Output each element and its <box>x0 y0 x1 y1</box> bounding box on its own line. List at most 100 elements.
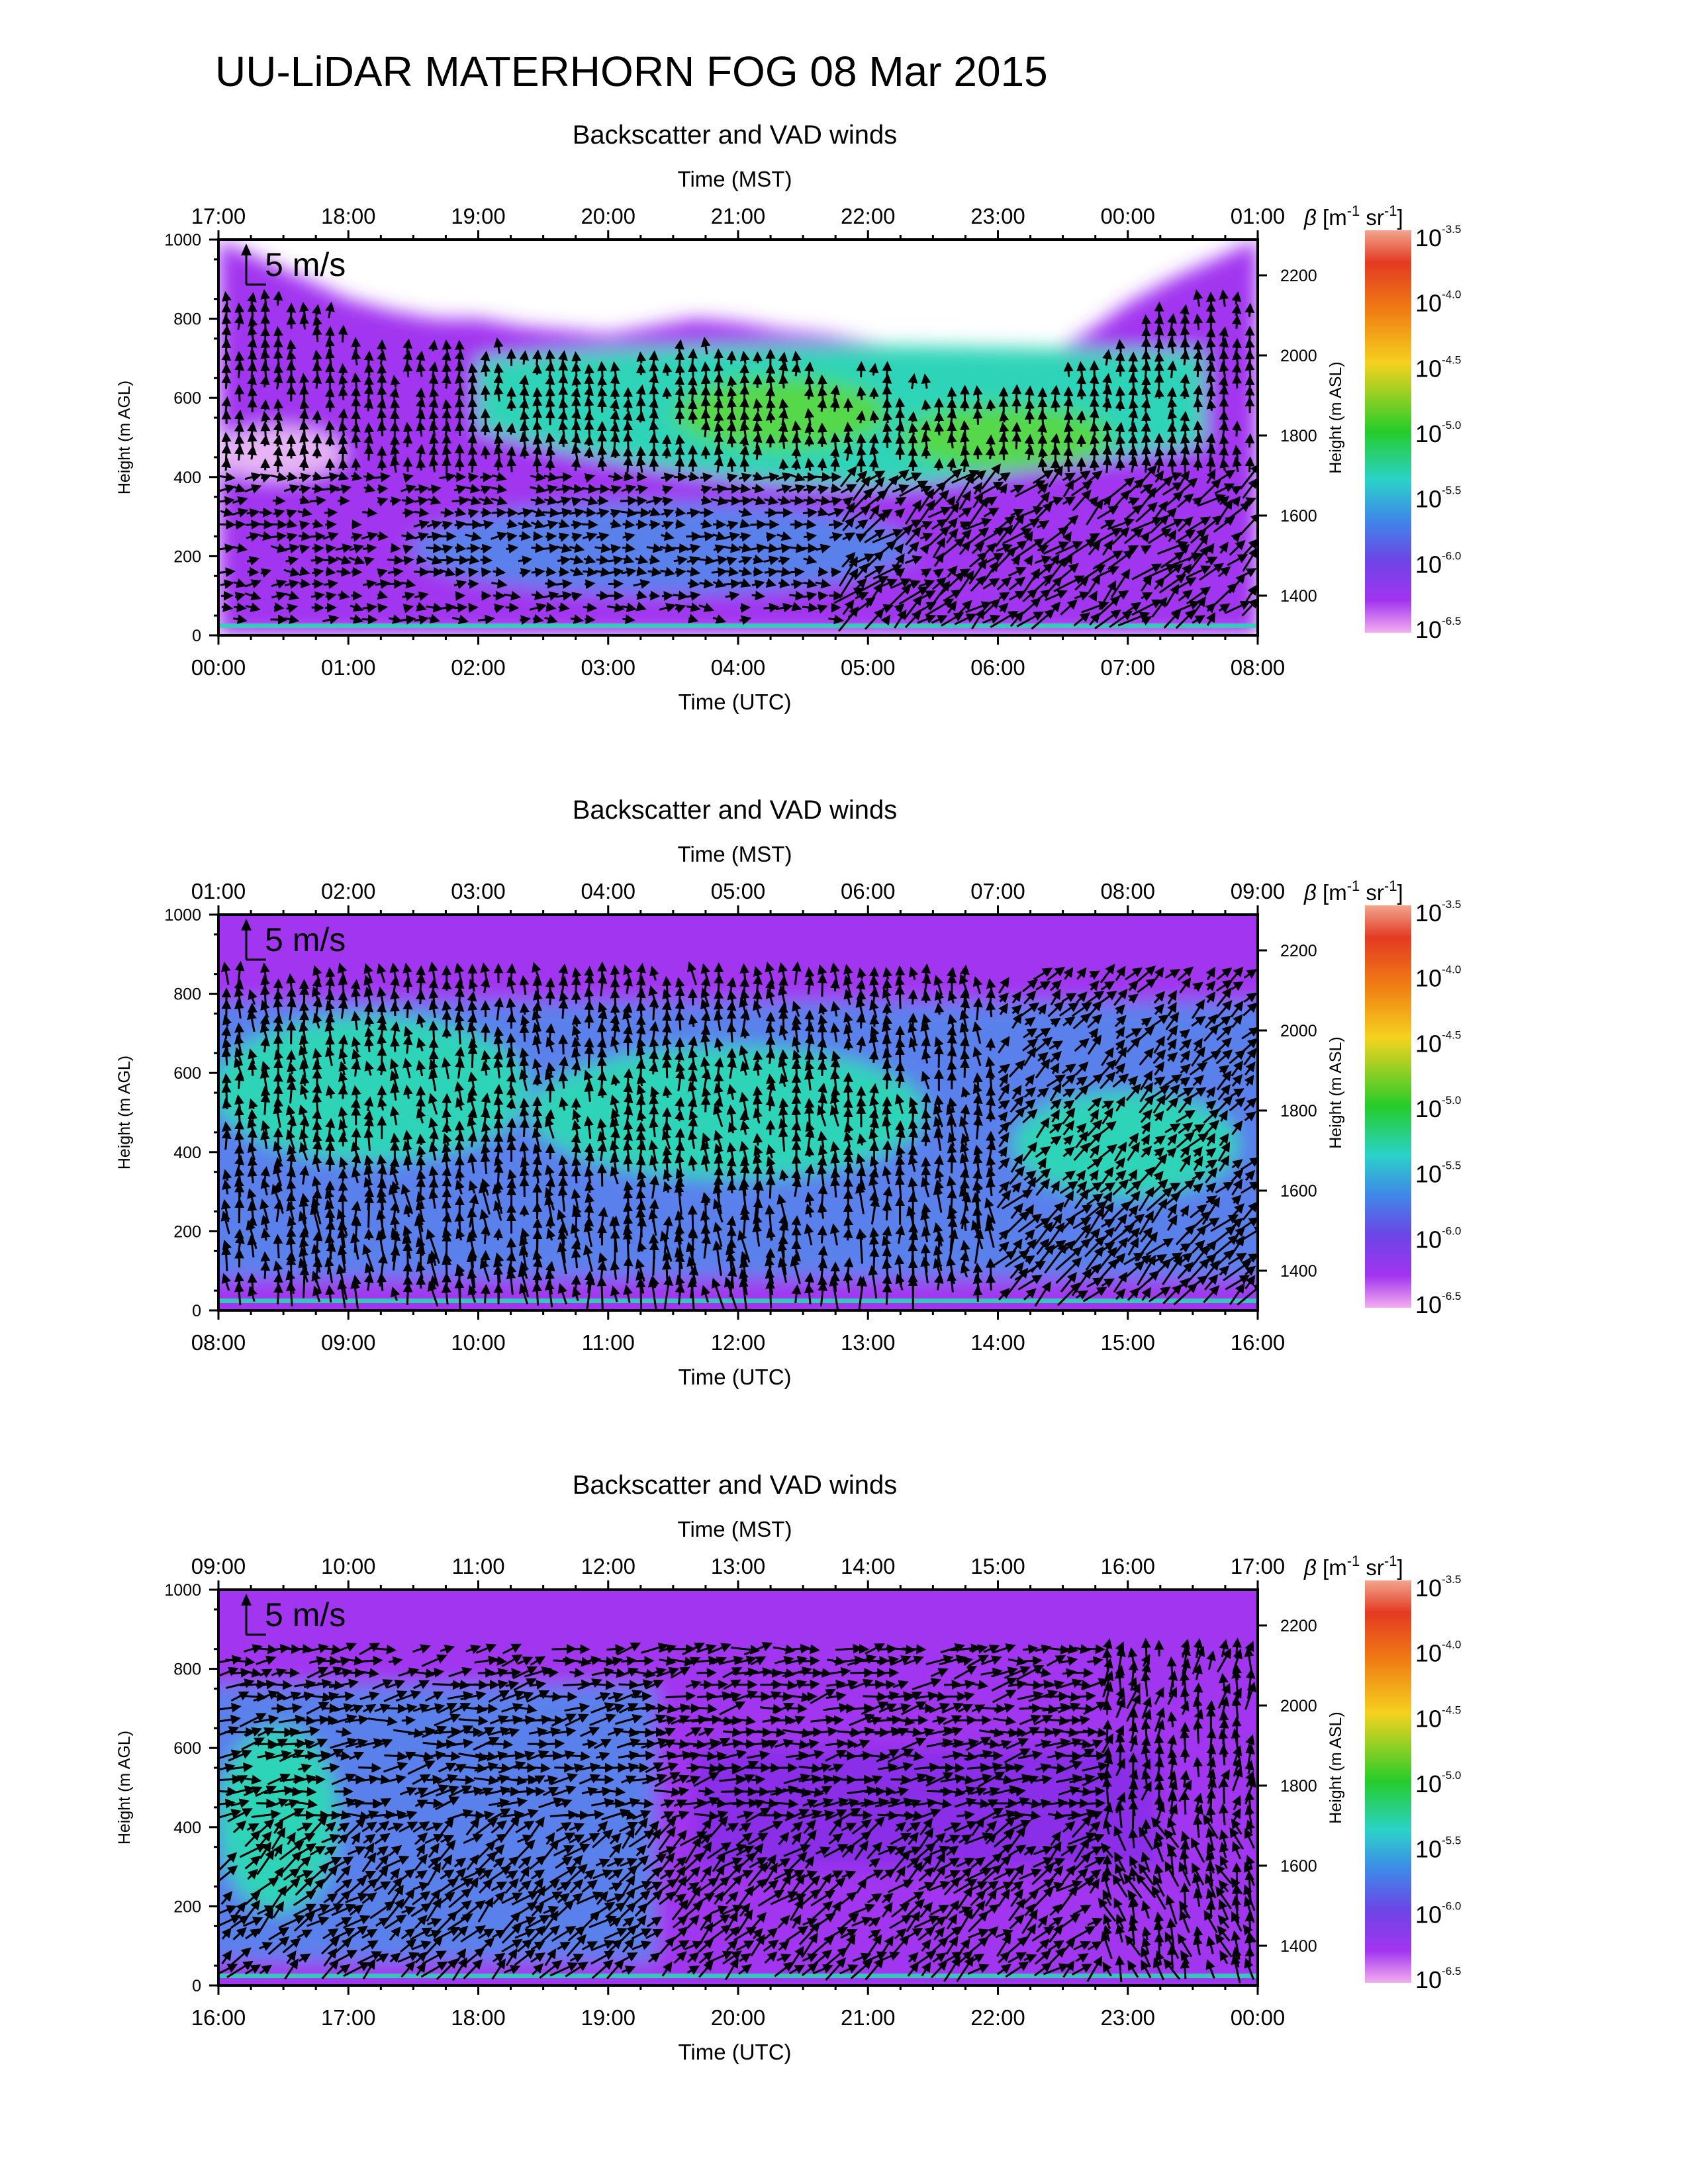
wind-vector <box>426 567 444 577</box>
wind-vector <box>558 532 570 543</box>
x-tick-label: 08:00 <box>191 1330 246 1355</box>
wind-vector <box>377 385 387 401</box>
wind-vector <box>674 1109 684 1122</box>
wind-vector <box>908 445 918 459</box>
colorbar-gradient <box>1365 905 1411 1308</box>
wind-vector <box>310 555 326 566</box>
wind-vector <box>1085 1786 1105 1797</box>
ground-return <box>218 1974 1258 1978</box>
wind-vector <box>299 494 310 505</box>
wind-vector <box>1011 422 1022 435</box>
wind-vector <box>545 457 555 471</box>
wind-vector <box>220 507 234 518</box>
x-tick-label-top: 21:00 <box>711 204 766 228</box>
wind-vector <box>428 420 439 437</box>
x-tick-label-top: 05:00 <box>711 879 766 903</box>
wind-vector <box>429 387 440 400</box>
wind-vector <box>416 1085 426 1098</box>
x-tick-label-top: 17:00 <box>191 204 246 228</box>
wind-vector <box>312 373 322 389</box>
wind-vector <box>351 386 361 400</box>
wind-vector <box>532 363 542 375</box>
x-tick-label-top: 07:00 <box>970 879 1025 903</box>
wind-vector <box>506 456 517 473</box>
wind-vector <box>543 520 559 530</box>
y-tick-label-right: 1600 <box>1280 1182 1317 1201</box>
wind-vector <box>921 1156 931 1170</box>
wind-vector <box>402 422 413 435</box>
wind-vector <box>454 443 465 461</box>
wind-vector <box>967 1798 990 1809</box>
wind-vector <box>322 472 340 482</box>
wind-vector <box>273 410 283 424</box>
wind-vector <box>674 1050 684 1062</box>
wind-vector <box>1154 387 1164 399</box>
wind-vector <box>882 422 892 435</box>
wind-vector <box>739 373 750 389</box>
wind-vector <box>325 520 337 530</box>
y-tick-label-right: 2200 <box>1280 267 1317 285</box>
wind-vector <box>415 350 426 365</box>
wind-vector <box>649 520 661 530</box>
wind-vector <box>493 337 504 354</box>
wind-vector <box>454 408 465 426</box>
wind-vector <box>1076 387 1087 400</box>
wind-vector <box>1154 338 1164 353</box>
wind-vector <box>1128 362 1139 377</box>
wind-vector <box>649 1233 659 1259</box>
wind-vector <box>714 348 724 367</box>
wind-vector <box>234 520 246 530</box>
wind-vector <box>713 398 724 412</box>
wind-vector <box>442 544 453 554</box>
wind-vector <box>234 1023 244 1042</box>
wind-vector <box>416 1133 426 1146</box>
wind-vector <box>908 457 918 471</box>
wind-vector <box>724 578 741 589</box>
wind-vector <box>584 1203 594 1218</box>
wind-vector <box>467 508 479 519</box>
wind-vector <box>428 614 441 623</box>
wind-vector <box>335 543 353 553</box>
colorbar-tick-label: 10-4.5 <box>1415 353 1461 382</box>
wind-vector <box>480 1000 491 1017</box>
wind-vector <box>218 472 236 482</box>
wind-vector <box>584 410 594 424</box>
wind-vector <box>493 433 504 447</box>
wind-vector <box>543 543 559 554</box>
wind-vector <box>285 555 299 566</box>
wind-vector <box>519 385 530 400</box>
wind-vector <box>299 432 309 449</box>
wind-vector <box>764 567 779 578</box>
wind-vector <box>532 1154 543 1171</box>
colorbar-tick-label: 10-5.5 <box>1415 1160 1461 1188</box>
wind-vector <box>1180 410 1190 423</box>
wind-vector <box>325 567 336 576</box>
wind-vector <box>480 408 491 426</box>
wind-vector <box>218 520 236 530</box>
wind-vector <box>247 1156 258 1171</box>
wind-vector <box>338 458 349 471</box>
wind-vector <box>506 1237 517 1255</box>
wind-vector <box>221 432 232 449</box>
wind-vector <box>999 410 1009 423</box>
wind-vector <box>480 555 493 565</box>
wind-vector <box>843 1228 853 1241</box>
colorbar-tick-label: 10-5.5 <box>1415 484 1461 513</box>
wind-vector <box>1115 386 1126 400</box>
wind-vector <box>1089 386 1100 400</box>
wind-vector <box>273 445 283 459</box>
wind-vector <box>297 507 313 518</box>
wind-vector <box>882 398 892 412</box>
wind-vector <box>532 387 543 399</box>
wind-vector <box>299 385 309 402</box>
wind-vector <box>555 543 573 553</box>
wind-vector <box>416 1155 426 1171</box>
wind-vector <box>1218 375 1229 387</box>
wind-vector <box>247 386 258 400</box>
wind-vector <box>325 301 335 318</box>
wind-vector <box>312 361 322 378</box>
wind-vector <box>442 398 452 411</box>
y-axis-label-right: Height (m ASL) <box>1327 1036 1345 1149</box>
wind-vector <box>348 555 365 565</box>
